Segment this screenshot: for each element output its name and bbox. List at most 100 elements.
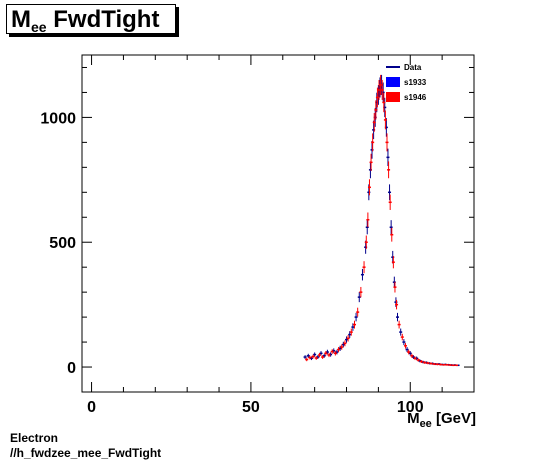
data-point <box>380 79 384 100</box>
x-axis-label: Mee [GeV] <box>407 410 476 430</box>
data-point <box>354 312 358 322</box>
data-point <box>432 363 436 366</box>
data-point <box>382 92 386 113</box>
legend-label: s1946 <box>404 93 427 102</box>
data-point <box>454 364 458 367</box>
data-point <box>435 363 439 366</box>
data-point <box>374 100 378 120</box>
data-point <box>330 349 334 354</box>
data-point <box>397 320 401 329</box>
data-point <box>388 194 392 210</box>
data-point <box>351 323 355 331</box>
data-point <box>366 212 370 228</box>
data-point <box>364 235 368 249</box>
data-point <box>410 353 414 358</box>
data-point <box>348 331 352 339</box>
data-point <box>390 227 394 242</box>
data-point <box>324 351 328 356</box>
data-point <box>388 184 392 201</box>
data-point <box>305 357 309 362</box>
legend-label: s1933 <box>404 78 427 87</box>
x-tick-label: 50 <box>242 399 260 416</box>
data-point <box>389 220 393 235</box>
data-point <box>343 340 347 347</box>
data-point <box>391 256 395 269</box>
data-point <box>313 352 317 357</box>
y-tick-label: 500 <box>49 235 76 252</box>
data-point <box>405 347 409 353</box>
data-point <box>322 353 326 358</box>
x-label-rest: [GeV] <box>432 410 476 427</box>
data-point <box>439 363 443 366</box>
series-s1933 <box>303 74 460 367</box>
data-point <box>407 349 411 355</box>
plot-frame <box>81 54 475 393</box>
data-point <box>360 268 364 281</box>
data-point <box>395 299 399 310</box>
x-label-main: M <box>407 410 420 427</box>
data-point <box>411 355 415 359</box>
y-tick-label: 1000 <box>40 110 76 127</box>
data-point <box>357 292 361 303</box>
data-point <box>362 261 366 274</box>
data-point <box>356 307 360 317</box>
data-point <box>333 351 337 356</box>
data-point <box>314 356 318 360</box>
data-point <box>445 363 449 366</box>
data-point <box>413 356 417 361</box>
series-s1946 <box>305 74 458 367</box>
data-point <box>352 320 356 329</box>
data-point <box>338 345 342 351</box>
title-subscript: ee <box>31 19 47 35</box>
data-point <box>408 351 412 356</box>
x-tick-label: 100 <box>397 399 424 416</box>
data-point <box>327 352 331 358</box>
data-point <box>393 281 397 293</box>
data-point <box>386 148 390 167</box>
legend-box-marker <box>386 77 400 87</box>
data-point <box>371 133 375 152</box>
data-point <box>375 87 379 108</box>
y-tick-label: 0 <box>67 360 76 377</box>
data-point <box>337 347 341 353</box>
data-point <box>379 74 383 96</box>
data-point <box>426 361 430 365</box>
data-point <box>442 363 446 366</box>
data-point <box>345 336 349 343</box>
data-point <box>306 353 310 358</box>
data-point <box>423 361 427 364</box>
data-point <box>369 153 373 171</box>
data-point <box>317 352 321 358</box>
data-point <box>429 362 433 365</box>
data-point <box>346 335 350 342</box>
data-point <box>372 113 376 132</box>
data-point <box>377 79 381 100</box>
data-point <box>341 341 345 348</box>
data-point <box>325 349 329 355</box>
data-point <box>367 179 371 196</box>
data-point <box>403 343 407 349</box>
data-point <box>448 364 452 366</box>
data-point <box>399 328 403 336</box>
data-point <box>387 161 391 179</box>
title-rest: FwdTight <box>46 6 160 33</box>
data-point <box>316 355 320 359</box>
data-point <box>419 360 423 363</box>
footer-histogram-path: //h_fwdzee_mee_FwdTight <box>10 446 162 460</box>
title-box: Mee FwdTight <box>6 4 176 35</box>
footer-category: Electron <box>10 431 59 445</box>
data-point <box>383 110 387 130</box>
data-point <box>385 133 389 152</box>
data-point <box>451 364 455 367</box>
legend-label: Data <box>404 63 422 72</box>
legend: Data s1933 s1946 <box>386 63 427 102</box>
data-point <box>319 351 323 356</box>
data-point <box>335 349 339 355</box>
data-point <box>416 358 420 362</box>
marks-group <box>303 74 460 367</box>
legend-box-marker <box>386 92 400 102</box>
data-point <box>349 328 353 336</box>
data-point <box>311 354 315 359</box>
